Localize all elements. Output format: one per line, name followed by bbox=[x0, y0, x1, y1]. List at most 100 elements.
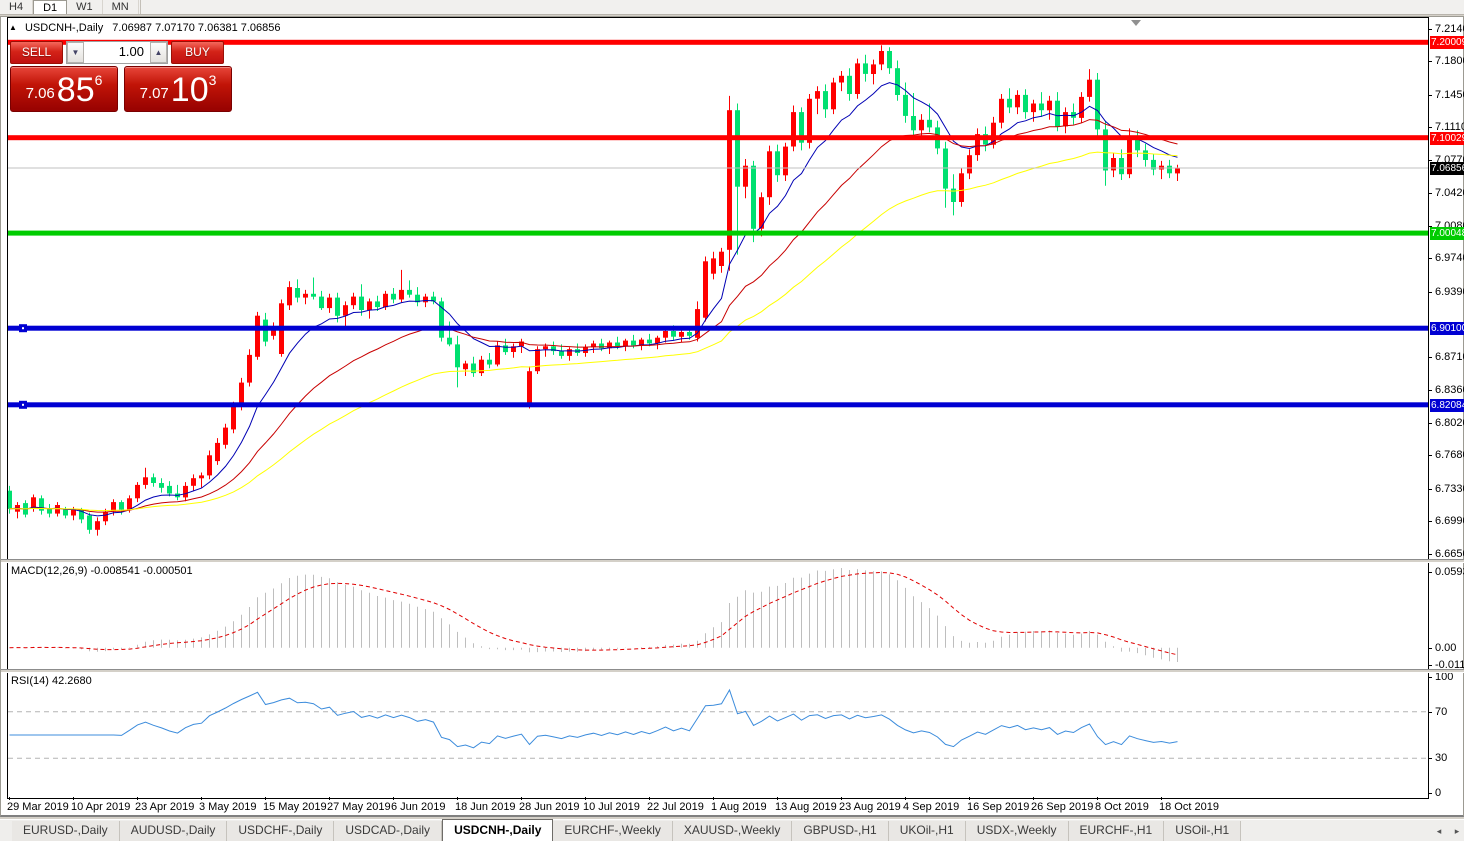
axis-tick bbox=[1428, 677, 1432, 678]
axis-tick bbox=[1428, 455, 1432, 456]
macd-scale-min: -0.011773 bbox=[1435, 659, 1464, 671]
sell-price-big: 85 bbox=[56, 71, 95, 109]
rsi-indicator-label: RSI(14) 42.2680 bbox=[11, 675, 92, 687]
price-axis-tick-label: 6.83600 bbox=[1435, 384, 1464, 396]
price-axis-tick-label: 7.18000 bbox=[1435, 55, 1464, 67]
volume-decrease-button[interactable]: ▼ bbox=[67, 42, 84, 63]
hline-price-flag: 6.90100 bbox=[1430, 322, 1464, 335]
price-axis-tick-label: 6.87100 bbox=[1435, 351, 1464, 363]
macd-plot[interactable] bbox=[8, 563, 1428, 669]
date-axis-label: 23 Aug 2019 bbox=[839, 801, 901, 813]
tab-usdchf-daily[interactable]: USDCHF-,Daily bbox=[227, 821, 335, 841]
period-button-mn[interactable]: MN bbox=[103, 0, 139, 14]
rsi-scale-label: 70 bbox=[1435, 706, 1448, 718]
date-axis-tick bbox=[905, 797, 906, 800]
date-axis-tick bbox=[1033, 797, 1034, 800]
tab-audusd-daily[interactable]: AUDUSD-,Daily bbox=[119, 821, 228, 841]
date-axis-tick bbox=[393, 797, 394, 800]
period-button-d1[interactable]: D1 bbox=[33, 0, 68, 14]
axis-tick bbox=[1428, 95, 1432, 96]
price-axis-tick-label: 6.97400 bbox=[1435, 252, 1464, 264]
tabs-scroll-left-icon[interactable]: ◂ bbox=[1436, 826, 1442, 836]
sell-price-pip: 6 bbox=[94, 72, 103, 88]
trade-panel-price-row: 7.06 85 6 7.07 10 3 bbox=[10, 66, 232, 112]
macd-indicator-label: MACD(12,26,9) -0.008541 -0.000501 bbox=[11, 565, 193, 577]
tabs-scroll-right-icon[interactable]: ▸ bbox=[1454, 826, 1460, 836]
tab-eurusd-daily[interactable]: EURUSD-,Daily bbox=[12, 821, 120, 841]
tab-usoil-h1[interactable]: USOil-,H1 bbox=[1164, 821, 1242, 841]
buy-price-box[interactable]: 7.07 10 3 bbox=[124, 66, 232, 112]
period-button-w1[interactable]: W1 bbox=[67, 0, 103, 14]
hline-price-flag: 6.82084 bbox=[1430, 399, 1464, 412]
price-axis-tick-label: 7.21400 bbox=[1435, 23, 1464, 35]
axis-tick bbox=[1428, 160, 1432, 161]
collapse-triangle-icon[interactable]: ▲ bbox=[9, 23, 17, 32]
date-axis-label: 3 May 2019 bbox=[199, 801, 257, 813]
date-axis-label: 16 Sep 2019 bbox=[967, 801, 1030, 813]
axis-tick bbox=[1428, 390, 1432, 391]
date-axis-label: 27 May 2019 bbox=[327, 801, 391, 813]
panel-separator[interactable] bbox=[1, 559, 1464, 563]
date-axis-tick bbox=[1161, 797, 1162, 800]
date-axis-tick bbox=[9, 797, 10, 800]
chart-tabs: EURUSD-,Daily AUDUSD-,Daily USDCHF-,Daily U… bbox=[12, 819, 1242, 841]
buy-price-pip: 3 bbox=[208, 72, 217, 88]
chart-frame-line bbox=[1428, 17, 1429, 798]
rsi-scale-label: 0 bbox=[1435, 787, 1442, 799]
date-axis-tick bbox=[585, 797, 586, 800]
axis-tick bbox=[1428, 712, 1432, 713]
date-axis-label: 10 Apr 2019 bbox=[71, 801, 131, 813]
sell-price-prefix: 7.06 bbox=[25, 85, 55, 102]
date-axis-tick bbox=[201, 797, 202, 800]
date-axis-tick bbox=[329, 797, 330, 800]
tab-xauusd-weekly[interactable]: XAUUSD-,Weekly bbox=[672, 821, 793, 841]
price-axis-tick-label: 6.73300 bbox=[1435, 483, 1464, 495]
date-axis-label: 4 Sep 2019 bbox=[903, 801, 960, 813]
one-click-trade-panel: SELL ▼ 1.00 ▲ BUY 7.06 85 6 7.07 10 3 bbox=[10, 41, 232, 112]
axis-tick bbox=[1428, 572, 1432, 573]
buy-button[interactable]: BUY bbox=[171, 41, 224, 64]
current-price-flag: 7.06856 bbox=[1430, 162, 1464, 175]
panel-separator[interactable] bbox=[1, 669, 1464, 673]
axis-tick bbox=[1428, 521, 1432, 522]
period-button-h4[interactable]: H4 bbox=[0, 0, 34, 14]
date-axis-tick bbox=[841, 797, 842, 800]
price-axis-tick-label: 6.80200 bbox=[1435, 417, 1464, 429]
chart-window: ▲ USDCNH-,Daily 7.06987 7.07170 7.06381 … bbox=[0, 16, 1464, 817]
axis-tick bbox=[1428, 554, 1432, 555]
tab-usdx-weekly[interactable]: USDX-,Weekly bbox=[965, 821, 1069, 841]
tab-gbpusd-h1[interactable]: GBPUSD-,H1 bbox=[792, 821, 889, 841]
tab-usdcnh-daily[interactable]: USDCNH-,Daily bbox=[442, 819, 554, 841]
volume-increase-button[interactable]: ▲ bbox=[150, 42, 167, 63]
date-axis-label: 6 Jun 2019 bbox=[391, 801, 446, 813]
buy-price-big: 10 bbox=[170, 71, 209, 109]
rsi-plot[interactable] bbox=[8, 673, 1428, 797]
hline-price-flag: 7.20009 bbox=[1430, 36, 1464, 49]
volume-stepper: ▼ 1.00 ▲ bbox=[66, 41, 168, 64]
chart-frame-line bbox=[7, 798, 1429, 799]
tab-ukoil-h1[interactable]: UKOil-,H1 bbox=[888, 821, 966, 841]
volume-value[interactable]: 1.00 bbox=[118, 44, 144, 59]
price-axis-tick-label: 6.93900 bbox=[1435, 286, 1464, 298]
chart-ohlc-values: 7.06987 7.07170 7.06381 7.06856 bbox=[112, 22, 281, 34]
price-chart-plot[interactable] bbox=[8, 18, 1428, 559]
axis-tick bbox=[1428, 61, 1432, 62]
tab-usdcad-daily[interactable]: USDCAD-,Daily bbox=[334, 821, 443, 841]
chart-shift-marker-icon bbox=[1131, 20, 1141, 26]
axis-tick bbox=[1428, 193, 1432, 194]
sell-button[interactable]: SELL bbox=[10, 41, 63, 64]
axis-tick bbox=[1428, 226, 1432, 227]
axis-tick bbox=[1428, 292, 1432, 293]
date-axis-label: 13 Aug 2019 bbox=[775, 801, 837, 813]
sell-price-box[interactable]: 7.06 85 6 bbox=[10, 66, 118, 112]
date-axis-label: 18 Oct 2019 bbox=[1159, 801, 1219, 813]
date-axis-label: 29 Mar 2019 bbox=[7, 801, 69, 813]
date-axis-tick bbox=[73, 797, 74, 800]
price-axis-tick-label: 7.04200 bbox=[1435, 187, 1464, 199]
date-axis-label: 26 Sep 2019 bbox=[1031, 801, 1094, 813]
tab-eurchf-weekly[interactable]: EURCHF-,Weekly bbox=[553, 821, 673, 841]
chart-frame-line bbox=[7, 17, 8, 798]
tab-eurchf-h1[interactable]: EURCHF-,H1 bbox=[1068, 821, 1165, 841]
chart-title: ▲ USDCNH-,Daily 7.06987 7.07170 7.06381 … bbox=[9, 22, 281, 34]
